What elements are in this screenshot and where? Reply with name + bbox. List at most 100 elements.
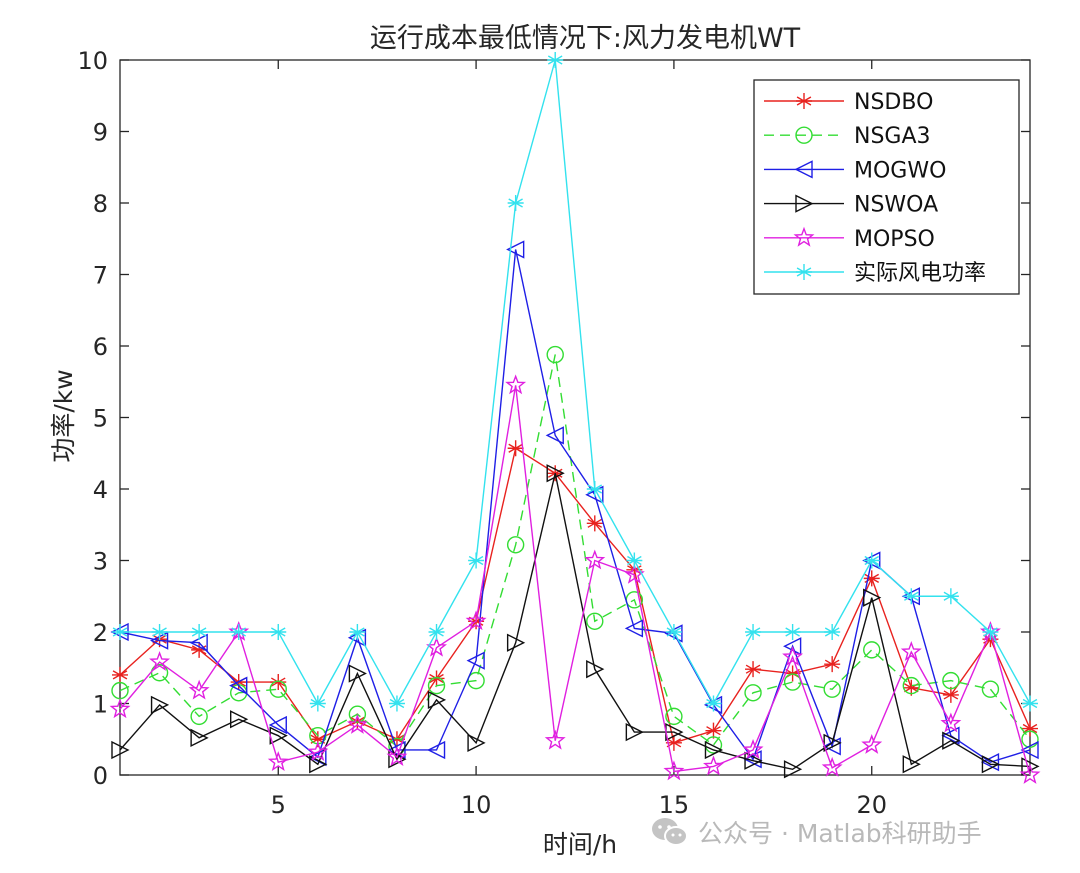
data-point [229, 676, 248, 695]
data-point [1022, 695, 1038, 712]
data-point [268, 715, 287, 735]
data-point [902, 676, 921, 695]
legend-marker [793, 226, 815, 247]
series-NSDBO [112, 440, 1038, 751]
data-point [547, 52, 564, 68]
data-point [942, 731, 961, 750]
y-tick-label: 10 [77, 47, 108, 75]
data-point [427, 676, 446, 695]
data-point [665, 734, 682, 751]
data-point [150, 695, 170, 715]
data-point [704, 740, 724, 760]
data-point [386, 746, 408, 767]
data-point [388, 695, 405, 712]
data-point [586, 481, 603, 497]
data-point [745, 661, 762, 678]
data-point [229, 710, 249, 729]
data-point [151, 624, 168, 640]
data-point [821, 756, 843, 777]
data-point [112, 666, 128, 683]
watermark-text: 公众号 · Matlab科研助手 [698, 819, 982, 848]
series-实际风电功率 [112, 52, 1038, 712]
data-point [349, 624, 366, 640]
data-point [109, 698, 131, 719]
data-point [546, 464, 565, 483]
data-point [546, 345, 564, 364]
y-tick-label: 3 [93, 548, 108, 576]
data-point [346, 713, 368, 734]
data-point [348, 705, 367, 723]
data-point [308, 747, 327, 767]
data-point [1021, 730, 1039, 748]
data-point [626, 561, 643, 578]
data-point [112, 624, 128, 640]
data-point [782, 646, 804, 666]
legend-marker [795, 126, 813, 144]
data-point [903, 588, 920, 605]
y-tick-label: 0 [93, 762, 108, 790]
data-point [467, 733, 486, 752]
data-point [428, 670, 445, 687]
series-MOPSO [109, 374, 1041, 784]
data-point [942, 671, 960, 690]
y-tick-label: 4 [93, 476, 108, 504]
data-point [188, 679, 210, 700]
data-point [1020, 740, 1039, 760]
legend-label: MOPSO [854, 227, 935, 252]
legend-item: MOPSO [764, 227, 935, 252]
data-point [861, 733, 883, 754]
data-point [349, 713, 366, 730]
data-point [942, 588, 959, 605]
data-point [506, 536, 525, 554]
data-point [823, 733, 842, 752]
data-point [784, 624, 801, 640]
data-point [941, 726, 960, 745]
watermark: 公众号 · Matlab科研助手 [650, 812, 982, 852]
data-point [863, 570, 880, 587]
data-point [665, 624, 682, 640]
data-point [903, 679, 920, 696]
data-point [823, 680, 841, 698]
data-point [191, 641, 208, 658]
data-point [900, 641, 922, 661]
data-point [269, 680, 287, 698]
y-tick-label: 2 [93, 619, 108, 647]
legend-marker [794, 160, 813, 179]
legend-marker [796, 93, 812, 109]
data-point [505, 374, 527, 395]
data-point [624, 619, 644, 638]
chart-title: 运行成本最低情况下:风力发电机WT [370, 23, 801, 54]
data-point [584, 549, 606, 570]
data-point [940, 712, 962, 733]
data-point [149, 651, 171, 671]
data-point [468, 552, 485, 569]
data-point [982, 624, 999, 640]
data-point [783, 637, 802, 656]
data-point [744, 684, 762, 702]
data-point [663, 760, 685, 781]
legend-item: 实际风电功率 [764, 261, 986, 286]
series-MOGWO [110, 240, 1039, 772]
data-point [507, 440, 524, 457]
x-tick-label: 5 [271, 791, 286, 819]
data-point [428, 624, 445, 640]
data-point [863, 641, 881, 659]
legend-marker [796, 264, 812, 280]
legend-item: MOGWO [764, 158, 946, 183]
legend-label: NSDBO [854, 90, 933, 115]
data-point [981, 680, 1000, 698]
data-point [309, 755, 328, 774]
data-point [824, 624, 841, 640]
data-point [348, 664, 367, 683]
series-NSWOA [111, 464, 1040, 779]
legend-label: NSWOA [854, 193, 938, 218]
legend-item: NSWOA [764, 193, 938, 218]
x-tick-label: 15 [659, 791, 690, 819]
data-point [626, 552, 643, 569]
data-point [705, 695, 722, 712]
legend-label: 实际风电功率 [854, 261, 986, 286]
data-point [625, 722, 644, 742]
data-point [586, 515, 603, 532]
data-point [981, 755, 1001, 774]
